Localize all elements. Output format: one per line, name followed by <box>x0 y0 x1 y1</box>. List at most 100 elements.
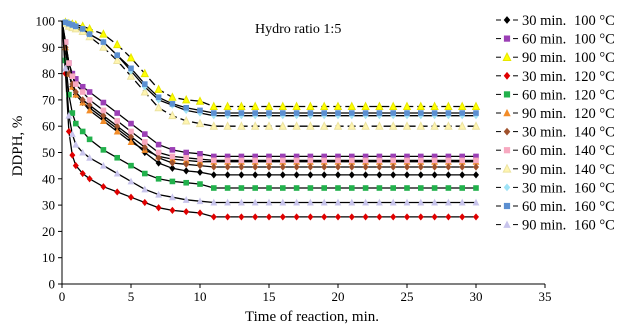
data-point <box>127 177 135 185</box>
data-point <box>79 83 86 90</box>
data-point <box>238 185 245 191</box>
data-point <box>224 110 231 116</box>
data-point <box>459 163 466 171</box>
data-point <box>224 198 231 206</box>
legend-time: 30 min. <box>522 69 566 85</box>
data-point <box>66 60 72 66</box>
legend-temp: 120 °C <box>574 69 615 85</box>
data-point <box>473 110 479 116</box>
data-point <box>68 130 76 138</box>
data-point <box>321 157 327 164</box>
data-point <box>168 92 177 101</box>
data-point <box>154 84 163 93</box>
legend-temp: 160 °C <box>574 218 615 234</box>
series-6 <box>61 20 480 165</box>
data-point <box>66 91 72 98</box>
data-point <box>335 157 341 164</box>
data-point <box>430 121 439 130</box>
data-point <box>224 213 231 221</box>
data-point <box>169 178 176 185</box>
data-point <box>169 147 176 153</box>
legend-item: 60 min. 140 °C <box>496 143 615 159</box>
data-point <box>209 121 219 130</box>
data-point <box>86 106 93 114</box>
data-point <box>459 171 466 179</box>
data-point <box>390 157 396 164</box>
data-point <box>404 157 410 164</box>
y-axis-title: DDPH, % <box>10 116 26 177</box>
y-tick-label: 50 <box>42 145 55 160</box>
data-point <box>473 163 479 171</box>
data-point <box>142 81 148 87</box>
data-point <box>390 110 396 116</box>
data-point <box>320 198 328 206</box>
data-point <box>183 104 189 111</box>
data-point <box>293 185 300 191</box>
data-point <box>113 127 121 135</box>
legend-item: 90 min. 120 °C <box>496 106 615 122</box>
data-point <box>86 175 93 183</box>
data-point <box>114 110 120 116</box>
data-point <box>252 213 259 221</box>
data-point <box>278 121 288 130</box>
data-point <box>66 20 72 27</box>
data-point <box>86 136 93 143</box>
data-point <box>335 171 341 179</box>
data-point <box>319 121 329 130</box>
data-point <box>197 162 203 170</box>
data-point <box>335 185 341 191</box>
data-point <box>197 209 203 217</box>
data-point <box>459 110 465 116</box>
data-point <box>223 121 232 130</box>
data-point <box>224 171 231 179</box>
series-8 <box>61 20 479 164</box>
data-point <box>114 188 121 196</box>
data-point <box>307 213 314 221</box>
data-point <box>128 128 134 135</box>
data-point <box>252 110 258 116</box>
data-point <box>376 185 383 191</box>
data-point <box>73 76 79 82</box>
data-point <box>250 101 260 110</box>
data-point <box>347 101 357 110</box>
data-point <box>362 163 369 171</box>
data-point <box>279 171 286 179</box>
series-line <box>61 20 476 176</box>
data-point <box>264 101 274 110</box>
legend-time: 30 min. <box>522 13 566 29</box>
data-point <box>238 198 245 206</box>
data-point <box>445 185 452 191</box>
data-point <box>279 213 286 221</box>
data-point <box>155 204 162 212</box>
data-point <box>72 88 79 96</box>
data-point <box>169 159 176 167</box>
data-point <box>307 110 314 116</box>
data-point <box>62 64 69 72</box>
data-point <box>141 198 148 207</box>
data-point <box>335 213 341 221</box>
series-line <box>61 20 476 168</box>
data-point <box>293 163 300 171</box>
data-point <box>362 110 369 116</box>
legend-item: 60 min. 120 °C <box>496 87 615 103</box>
data-point <box>390 163 397 171</box>
y-tick-label: 80 <box>42 66 55 81</box>
data-point <box>472 198 480 206</box>
data-point <box>431 110 438 116</box>
y-tick-label: 90 <box>42 40 55 55</box>
data-point <box>113 169 121 177</box>
data-point <box>459 157 465 164</box>
data-point <box>458 198 466 206</box>
data-point <box>348 171 355 179</box>
data-point <box>69 110 76 116</box>
data-point <box>390 153 396 160</box>
data-point <box>79 26 86 32</box>
data-point <box>86 153 93 161</box>
data-point <box>169 101 176 107</box>
data-point <box>155 94 162 101</box>
data-point <box>62 39 69 45</box>
data-point <box>182 196 190 203</box>
data-point <box>307 171 314 179</box>
data-point <box>155 190 162 198</box>
legend-marker <box>503 220 511 228</box>
